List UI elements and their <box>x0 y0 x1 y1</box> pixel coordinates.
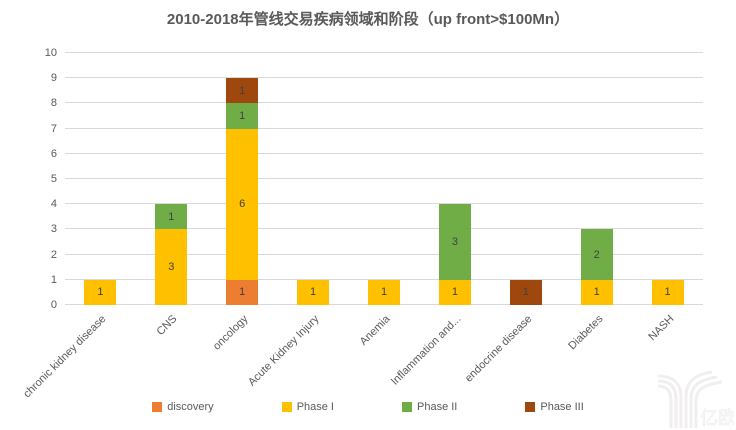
bar-segment: 1 <box>226 279 259 305</box>
gridline <box>65 253 703 255</box>
bar: 1 <box>368 279 400 305</box>
bar-segment: 1 <box>651 279 684 305</box>
legend-label: Phase I <box>296 401 334 413</box>
bar-segment-label: 1 <box>380 286 388 299</box>
gridline <box>65 203 703 205</box>
x-category-label: NASH <box>645 313 677 344</box>
bar-segment-label: 1 <box>168 210 175 223</box>
bar: 1 <box>84 279 117 305</box>
bar-segment-label: 1 <box>239 286 246 299</box>
legend-swatch <box>525 402 536 412</box>
bar-segment-label: 1 <box>522 286 529 299</box>
legend-label: discovery <box>167 401 214 413</box>
bar-segment: 1 <box>297 279 330 305</box>
bar-segment-label: 1 <box>593 286 600 299</box>
x-category-label: Diabetes <box>565 313 606 353</box>
legend-item: discovery <box>152 401 214 413</box>
plot-area: 0 1 2 3 4 5 6 7 8 9 10 1 chronic kidney disease 3 1 CNS… <box>22 47 703 400</box>
legend-swatch <box>402 402 412 412</box>
gridline <box>65 152 703 154</box>
bar-segment: 6 <box>226 128 259 280</box>
bar-segment-label: 3 <box>451 236 458 249</box>
bar: 1 <box>651 279 684 305</box>
bar-segment-label: 1 <box>664 286 671 299</box>
legend: discovery Phase I Phase II Phase III <box>0 401 736 413</box>
bar-segment-label: 6 <box>239 198 246 211</box>
bar-segment-label: 1 <box>97 286 104 299</box>
bar-segment: 3 <box>155 229 188 305</box>
y-tick-label: 10 <box>44 47 57 59</box>
x-category-label: Inflammation and... <box>388 313 464 388</box>
bar-segment: 1 <box>84 279 117 305</box>
bar-segment-label: 1 <box>239 110 246 123</box>
bar-segment: 1 <box>226 103 259 129</box>
bar-segment: 1 <box>155 204 188 230</box>
x-category-label: CNS <box>154 313 180 338</box>
gridline <box>65 77 703 79</box>
y-tick-label: 5 <box>50 173 57 185</box>
bar-segment: 1 <box>509 279 542 305</box>
bar-segment: 2 <box>580 229 613 280</box>
gridline <box>65 127 703 129</box>
yiou-logo-watermark: 亿欧 <box>658 370 734 428</box>
legend-item: Phase III <box>525 401 584 413</box>
x-category-label: chronic kidney disease <box>21 313 109 401</box>
y-tick-label: 2 <box>50 248 57 261</box>
legend-swatch <box>152 402 163 412</box>
bar: 1 <box>297 279 330 305</box>
y-tick-label: 8 <box>50 97 57 110</box>
bar-segment-label: 1 <box>239 84 246 97</box>
bar-segment-label: 2 <box>593 248 600 261</box>
y-tick-label: 7 <box>50 122 57 135</box>
x-category-label: Anemia <box>357 313 393 348</box>
bar: 1 <box>509 279 542 305</box>
legend-swatch <box>281 402 292 412</box>
chart-title: 2010-2018年管线交易疾病领域和阶段（up front>$100Mn） <box>166 11 570 28</box>
bar-segment: 1 <box>226 78 259 104</box>
gridline <box>65 178 703 179</box>
bar-segment-label: 1 <box>310 286 317 299</box>
legend-label: Phase II <box>417 401 458 413</box>
bar-segment: 1 <box>438 279 471 305</box>
bar-segment: 1 <box>580 279 613 305</box>
bar-segment: 3 <box>438 204 471 280</box>
x-category-label: endocrine disease <box>462 313 535 385</box>
gridline <box>65 278 703 280</box>
gridline <box>65 52 703 53</box>
legend-item: Phase I <box>281 401 334 413</box>
y-tick-label: 6 <box>50 147 57 160</box>
y-tick-label: 3 <box>50 223 57 236</box>
watermark-text: 亿欧 <box>700 408 734 428</box>
bar-segment-label: 1 <box>451 286 458 299</box>
y-tick-label: 9 <box>50 72 57 85</box>
y-tick-label: 4 <box>50 198 57 211</box>
x-category-label: Acute Kidney Injury <box>246 313 322 389</box>
legend-item: Phase II <box>402 401 457 413</box>
gridline <box>65 228 703 230</box>
x-category-label: oncology <box>211 313 251 353</box>
legend-label: Phase III <box>540 401 584 413</box>
gridline <box>65 102 703 104</box>
bar-segment: 1 <box>368 279 400 305</box>
y-tick-label: 1 <box>50 273 57 286</box>
y-tick-label: 0 <box>50 299 57 311</box>
bar-segment-label: 3 <box>168 261 175 274</box>
